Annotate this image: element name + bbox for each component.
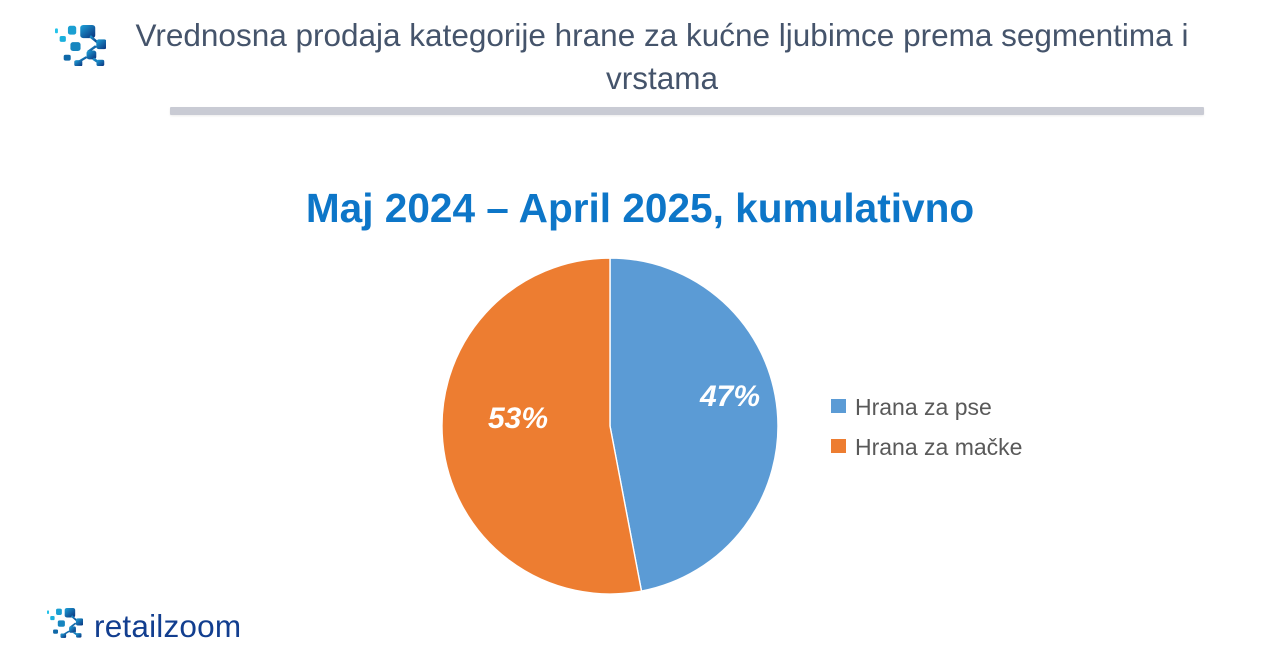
svg-text:53%: 53%	[488, 402, 548, 435]
svg-text:47%: 47%	[699, 380, 760, 413]
